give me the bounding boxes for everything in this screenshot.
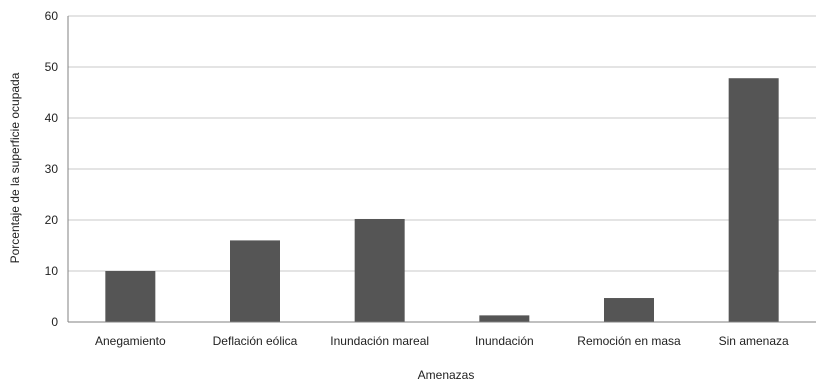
bar — [604, 298, 654, 322]
bars — [105, 78, 779, 322]
y-tick-label: 10 — [45, 264, 59, 278]
gridlines — [68, 15, 816, 272]
x-tick-label: Sin amenaza — [719, 334, 789, 348]
y-tick-labels: 0 10 20 30 40 50 60 — [45, 9, 59, 329]
y-tick-label: 20 — [45, 213, 59, 227]
x-tick-label: Remoción en masa — [577, 334, 681, 348]
bar — [479, 315, 530, 322]
x-tick-label: Anegamiento — [95, 334, 166, 348]
x-tick-label: Inundación — [475, 334, 534, 348]
y-tick-label: 0 — [51, 315, 58, 329]
y-tick-label: 50 — [45, 60, 59, 74]
x-tick-label: Inundación mareal — [330, 334, 429, 348]
x-tick-label: Deflación eólica — [213, 334, 298, 348]
x-tick-labels: Anegamiento Deflación eólica Inundación ma… — [95, 334, 789, 348]
y-tick-label: 30 — [45, 162, 59, 176]
bar — [728, 78, 779, 322]
y-tick-label: 60 — [45, 9, 59, 23]
bar — [105, 271, 156, 322]
x-axis-title: Amenazas — [418, 368, 475, 382]
bar — [354, 218, 405, 322]
y-axis-title: Porcentaje de la superficie ocupada — [8, 72, 22, 263]
y-tick-label: 40 — [45, 111, 59, 125]
bar — [230, 240, 280, 322]
